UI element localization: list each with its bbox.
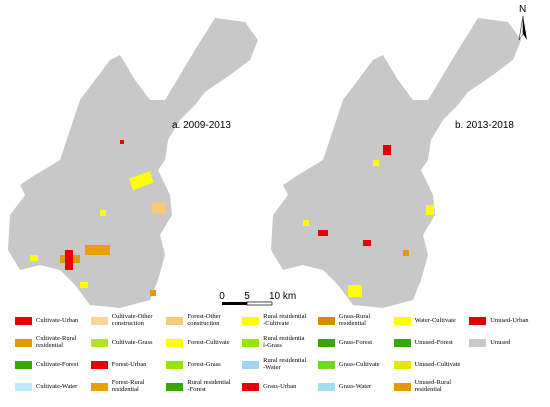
legend-label: Grass-Water [338,382,372,390]
legend-label: Cultivate-Urban [36,316,79,324]
north-arrow: N [518,4,527,41]
legend-swatch [469,317,487,325]
legend-swatch [393,383,411,391]
scale-label: 0 [219,291,225,302]
legend-label: Grass-Rural residential [338,313,371,327]
legend-swatch [15,317,32,325]
legend-label: Unused-Rural residential [414,379,452,393]
scale-label: 5 [244,291,250,302]
legend-swatch [90,383,108,391]
legend-item: Forest-Grass [166,354,242,376]
legend-label: Grass-Forest [338,338,373,346]
legend-item: Grass-Water [317,376,394,398]
legend-label: Cultivate-Rural residential [36,335,77,349]
legend-swatch [15,383,32,391]
legend-swatch [166,339,184,347]
north-label: N [519,4,526,15]
legend-swatch [15,361,32,369]
legend-label: Unused-Urban [490,316,529,324]
legend-item: Cultivate-Forest [15,354,91,376]
legend-label: Unused [490,338,511,346]
legend-item: Rural residential -Water [242,354,318,376]
legend-item: Grass-Forest [317,332,394,354]
legend-item: Cultivate-Grass [90,332,167,354]
legend-swatch [393,339,411,347]
legend-label: Water-Cultivate [414,316,456,324]
legend-label: Cultivate-Grass [111,338,153,346]
legend-swatch [90,361,108,369]
legend-label: Grass-Urban [263,382,297,390]
legend-item: Rural residentia l-Grass [242,332,318,354]
legend-item: Rural residential -Forest [166,376,242,398]
legend: Cultivate-Urban Cultivate-Rural residenti… [15,310,545,400]
legend-swatch [242,339,260,347]
legend-swatch [15,339,32,347]
legend-item: Forest-Urban [90,354,167,376]
legend-swatch [90,339,108,347]
legend-item: Cultivate-Urban [15,310,91,332]
panel-label: a. 2009-2013 [172,120,231,131]
legend-swatch [393,317,411,325]
panel-label: b. 2013-2018 [455,120,514,131]
legend-item: Unused-Cultivate [393,354,470,376]
maps: a. 2009-2013 b. 2013-2018 N 0 5 10 km [8,4,527,308]
legend-item: Water-Cultivate [393,310,470,332]
legend-label: Unused-Cultivate [414,360,461,368]
legend-swatch [166,383,184,391]
legend-swatch [469,339,487,347]
legend-label: Rural residential -Forest [187,379,231,393]
legend-swatch [242,383,260,391]
scale-bar: 0 5 10 km [219,291,296,306]
legend-item: Grass-Urban [242,376,318,398]
legend-swatch [166,361,184,369]
legend-label: Rural residentia l-Grass [263,335,305,349]
legend-label: Forest-Grass [187,360,221,368]
legend-label: Forest-Urban [111,360,147,368]
legend-item: Forest-Cultivate [166,332,242,354]
legend-item: Cultivate-Rural residential [15,332,91,354]
legend-item: Forest-Rural residential [90,376,167,398]
legend-swatch [317,339,335,347]
legend-swatch [317,361,335,369]
legend-item: Grass-Cultivate [317,354,394,376]
legend-swatch [90,317,108,325]
map-a [8,18,258,308]
legend-label: Grass-Cultivate [338,360,380,368]
legend-swatch [317,383,335,391]
legend-swatch [393,361,411,369]
legend-swatch [242,317,260,325]
legend-item: Cultivate-Water [15,376,91,398]
legend-item: Unused-Forest [393,332,470,354]
legend-label: Unused-Forest [414,338,453,346]
legend-item: Forest-Other construction [166,310,242,332]
legend-swatch [166,317,184,325]
legend-label: Cultivate-Forest [36,360,79,368]
legend-swatch [242,361,260,369]
legend-item: Unused-Rural residential [393,376,470,398]
map-b [271,18,521,308]
scale-label: 10 km [269,291,296,302]
legend-item: Rural residential -Cultivate [242,310,318,332]
legend-label: Rural residential -Cultivate [263,313,307,327]
legend-swatch [317,317,335,325]
legend-item: Unused [469,332,545,354]
legend-label: Rural residential -Water [263,357,307,371]
legend-label: Forest-Other construction [187,313,221,327]
legend-item: Grass-Rural residential [317,310,394,332]
legend-label: Cultivate-Other construction [111,313,153,327]
legend-item: Cultivate-Other construction [90,310,167,332]
legend-label: Cultivate-Water [36,382,78,390]
legend-label: Forest-Rural residential [111,379,145,393]
legend-label: Forest-Cultivate [187,338,230,346]
legend-item: Unused-Urban [469,310,545,332]
